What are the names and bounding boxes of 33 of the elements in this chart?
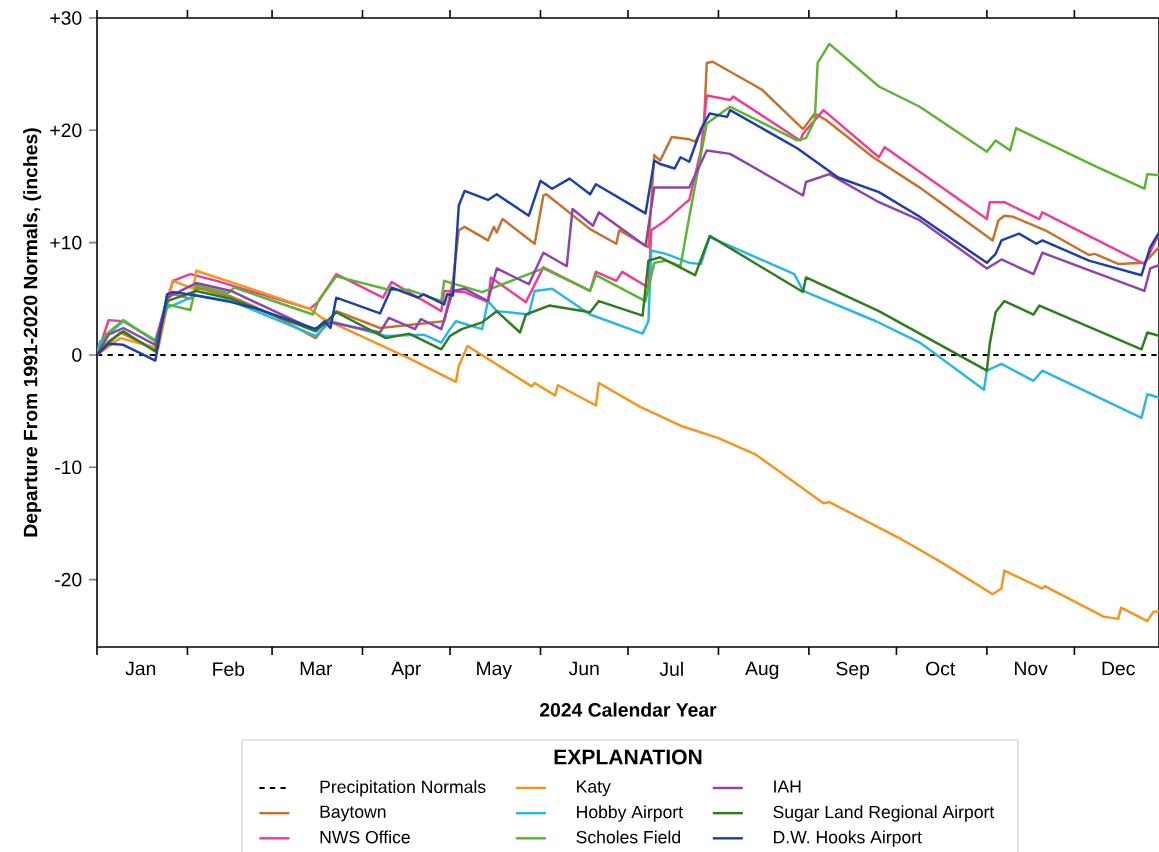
legend-label: Precipitation Normals (320, 780, 486, 797)
y-tick-label: -20 (55, 572, 82, 587)
line-series (97, 234, 1159, 372)
x-tick-label: Jul (659, 661, 683, 676)
x-tick-label: Sep (836, 661, 870, 680)
y-tick-label: 0 (72, 348, 82, 362)
x-tick-label: Nov (1015, 661, 1048, 676)
x-tick-label: Apr (391, 661, 421, 680)
x-tick-label: Dec (1102, 661, 1135, 676)
legend-title: EXPLANATION (554, 749, 702, 765)
legend-label: Sugar Land Regional Airport (773, 805, 995, 822)
y-tick-label: -10 (55, 460, 82, 475)
line-series (97, 269, 1159, 623)
x-tick-label: Aug (745, 661, 779, 680)
x-tick-label: Oct (926, 661, 956, 676)
x-tick-label: Jan (125, 661, 156, 676)
y-tick-label: +10 (50, 235, 82, 250)
legend-label: Scholes Field (576, 830, 680, 844)
y-tick-label: +20 (50, 123, 82, 138)
legend-label: IAH (774, 780, 801, 793)
x-tick-label: May (477, 661, 513, 680)
line-series (97, 235, 1159, 420)
legend-label: D.W. Hooks Airport (774, 830, 922, 847)
legend-label: NWS Office (320, 830, 410, 844)
y-tick-label: +30 (50, 11, 82, 25)
legend-label: Hobby Airport (577, 805, 683, 822)
legend-label: Baytown (320, 805, 386, 822)
x-tick-label: Jun (568, 661, 599, 676)
x-axis-title: 2024 Calendar Year (540, 702, 717, 717)
y-axis-title: Departure From 1991-2020 Normals, (inches) (23, 128, 42, 537)
legend-label: Katy (577, 780, 611, 797)
x-tick-label: Mar (300, 661, 333, 676)
x-tick-label: Feb (213, 661, 245, 676)
